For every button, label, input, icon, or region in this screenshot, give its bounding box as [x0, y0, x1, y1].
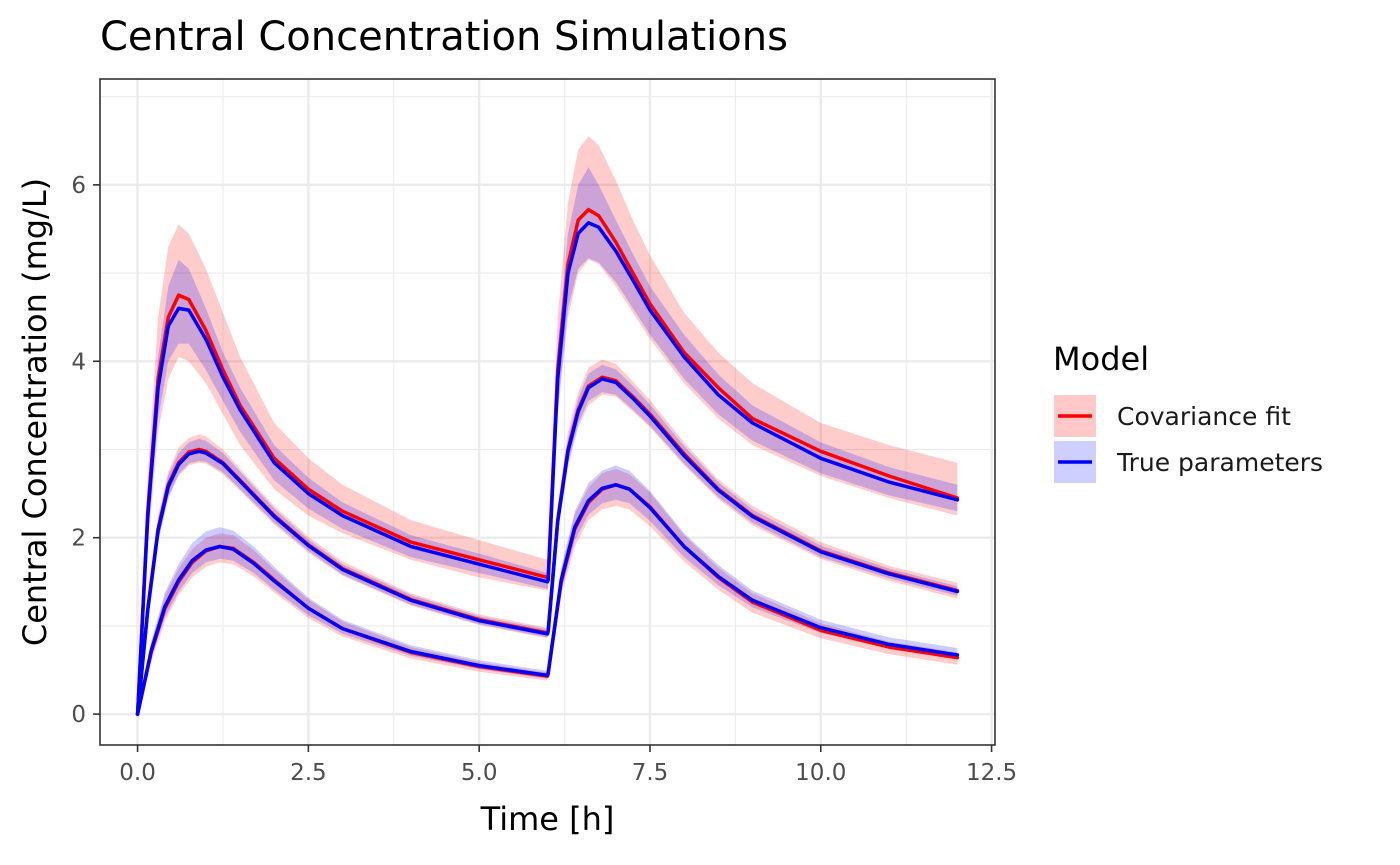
y-tick-label: 4 — [71, 349, 86, 375]
y-tick-label: 2 — [71, 526, 86, 552]
legend-label-true-parameters: True parameters — [1116, 448, 1323, 477]
panel-border — [99, 78, 996, 746]
x-tick-label: 0.0 — [119, 760, 156, 786]
x-axis: 0.0 2.5 5.0 7.5 10.0 12.5 — [119, 745, 1017, 786]
y-tick-label: 6 — [71, 173, 86, 199]
ribbon-true-parameters — [137, 167, 958, 715]
y-tick-label: 0 — [71, 702, 86, 728]
legend-title: Model — [1053, 340, 1149, 378]
x-tick-label: 2.5 — [290, 760, 327, 786]
legend-item-true-parameters: True parameters — [1054, 441, 1323, 483]
lines — [135, 207, 960, 716]
legend-item-covariance-fit: Covariance fit — [1054, 395, 1291, 437]
line-true-parameters — [135, 483, 960, 716]
y-axis: 0 2 4 6 — [71, 173, 100, 728]
x-axis-title: Time [h] — [480, 800, 615, 838]
x-tick-label: 10.0 — [795, 760, 846, 786]
legend: Model Covariance fit True parameters — [1053, 340, 1323, 483]
plot-panel — [99, 78, 996, 746]
ribbon-covariance-fit — [137, 136, 958, 715]
x-tick-label: 7.5 — [632, 760, 669, 786]
y-axis-title: Central Concentration (mg/L) — [16, 178, 54, 646]
legend-label-covariance-fit: Covariance fit — [1117, 402, 1291, 431]
x-tick-label: 5.0 — [461, 760, 498, 786]
chart-title: Central Concentration Simulations — [100, 14, 788, 60]
x-tick-label: 12.5 — [966, 760, 1017, 786]
line-true-parameters — [135, 377, 960, 716]
line-true-parameters — [135, 221, 960, 716]
